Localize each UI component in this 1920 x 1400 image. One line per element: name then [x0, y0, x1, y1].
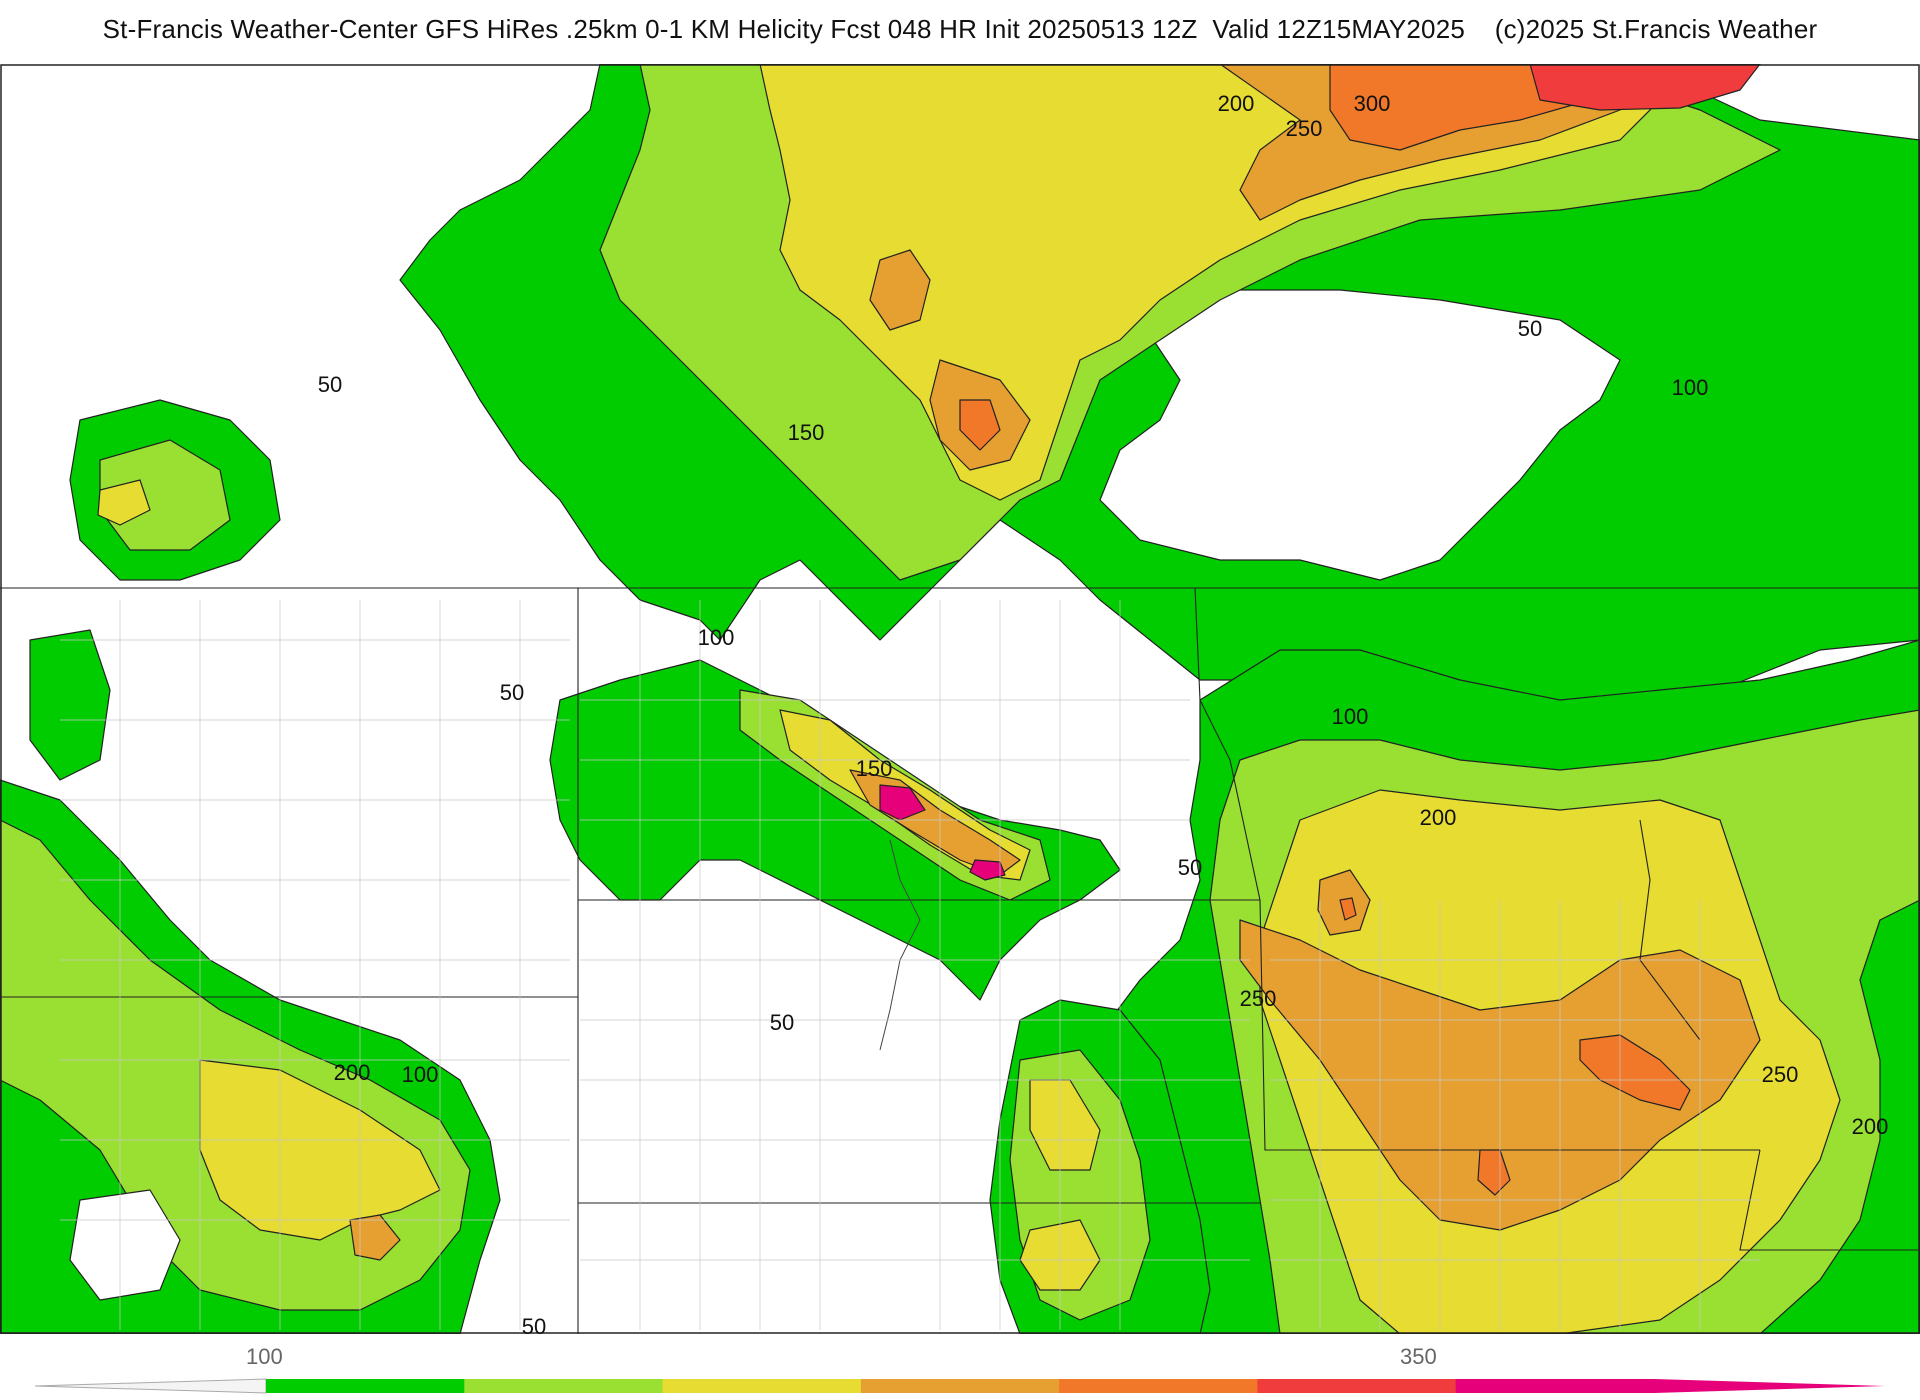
- colorbar-segment: [1257, 1379, 1457, 1393]
- border-state-5: [1194, 587, 1261, 901]
- colorbar-segments: [266, 1379, 1655, 1393]
- contour-label-layer: 50 50 50 50 50 50 100 100 100 100 150 15…: [318, 91, 1889, 1334]
- contour-label-50: 50: [1518, 316, 1542, 341]
- fill-redorange-se-3: [1339, 897, 1357, 921]
- contour-label-100: 100: [698, 625, 735, 650]
- contour-label-150: 150: [788, 420, 825, 445]
- political-boundaries: [0, 587, 1920, 1334]
- helicity-map: 50 50 50 50 50 50 100 100 100 100 150 15…: [0, 64, 1920, 1334]
- contour-label-50: 50: [318, 372, 342, 397]
- contour-label-100: 100: [1672, 375, 1709, 400]
- contour-label-100: 100: [1332, 704, 1369, 729]
- border-state-7: [1639, 819, 1701, 1041]
- contour-label-200: 200: [334, 1060, 371, 1085]
- fill-green-nw-2: [29, 629, 111, 781]
- county-lines-h: [60, 639, 1760, 1261]
- colorbar: [34, 1378, 1885, 1394]
- contour-label-250: 250: [1286, 116, 1323, 141]
- colorbar-low-triangle: [34, 1378, 267, 1394]
- fill-pink-central-1: [879, 784, 926, 821]
- fill-yellow-west: [97, 479, 151, 526]
- contour-label-100: 100: [402, 1062, 439, 1087]
- contour-label-50: 50: [1178, 855, 1202, 880]
- fill-white-ne: [1099, 289, 1621, 581]
- contour-label-150: 150: [856, 756, 893, 781]
- county-lines-v: [119, 600, 1701, 1330]
- contour-label-50: 50: [522, 1314, 546, 1334]
- colorbar-label-350: 350: [1400, 1344, 1437, 1369]
- contour-label-200: 200: [1420, 805, 1457, 830]
- contour-label-200: 200: [1218, 91, 1255, 116]
- fill-redorange-se-1: [1579, 1034, 1691, 1111]
- helicity-fill-layer: [0, 64, 1920, 1334]
- fill-redorange-north-2: [959, 399, 1001, 451]
- fill-orange-north-3: [869, 249, 931, 331]
- contour-label-200: 200: [1852, 1114, 1889, 1139]
- map-title: St-Francis Weather-Center GFS HiRes .25k…: [102, 14, 1818, 44]
- border-state-8: [1739, 1149, 1920, 1251]
- fill-orange-sw: [349, 1214, 401, 1261]
- colorbar-segment: [464, 1379, 664, 1393]
- colorbar-segment: [1455, 1379, 1655, 1393]
- contour-label-250: 250: [1762, 1062, 1799, 1087]
- contour-label-50: 50: [500, 680, 524, 705]
- river-missouri: [879, 839, 921, 1051]
- contour-label-250: 250: [1240, 986, 1277, 1011]
- colorbar-high-triangle: [1654, 1379, 1885, 1393]
- colorbar-label-100: 100: [246, 1344, 283, 1369]
- fill-white-sw-hole: [69, 1189, 181, 1301]
- map-border: [0, 64, 1920, 1334]
- fill-red-north: [1529, 64, 1761, 111]
- colorbar-segment: [860, 1379, 1060, 1393]
- contour-label-50: 50: [770, 1010, 794, 1035]
- colorbar-segment: [266, 1379, 465, 1393]
- contour-label-300: 300: [1354, 91, 1391, 116]
- colorbar-segment: [1059, 1379, 1258, 1393]
- county-grid: [60, 600, 1760, 1330]
- colorbar-segment: [662, 1379, 862, 1393]
- border-state-6: [1259, 899, 1760, 1151]
- fill-pink-central-2: [969, 859, 1006, 881]
